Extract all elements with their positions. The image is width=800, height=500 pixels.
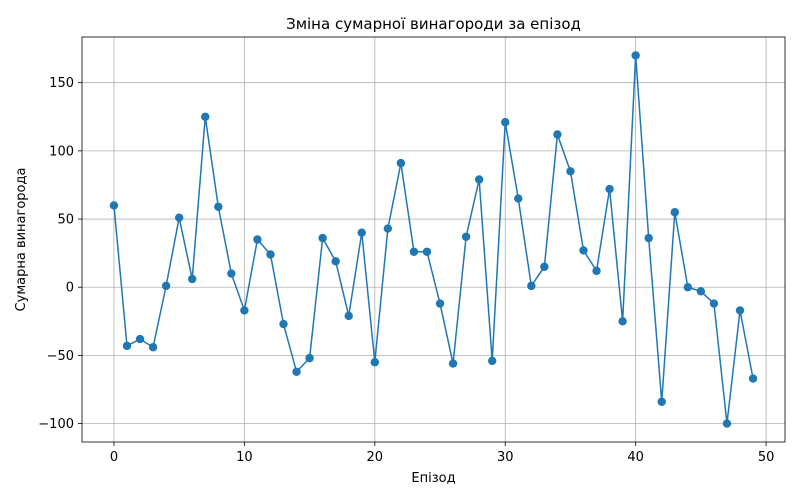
data-point	[722, 419, 732, 428]
data-point	[735, 306, 745, 315]
data-point	[696, 287, 706, 296]
data-point	[566, 167, 575, 176]
data-point	[357, 228, 366, 237]
data-point	[592, 266, 601, 276]
data-point	[266, 250, 275, 259]
data-point	[579, 246, 588, 255]
data-point	[201, 112, 210, 121]
data-point	[214, 202, 223, 211]
data-point	[318, 233, 327, 243]
y-tick-label: 50	[57, 213, 74, 228]
data-point	[683, 283, 693, 292]
data-point	[709, 299, 719, 308]
data-point	[344, 311, 353, 321]
data-point	[670, 208, 679, 217]
data-point	[148, 343, 158, 352]
data-point	[631, 51, 640, 60]
data-point	[501, 118, 510, 127]
x-tick-label: 0	[110, 450, 118, 465]
y-tick-label: 150	[49, 76, 74, 91]
data-point	[161, 281, 171, 291]
data-point	[122, 341, 132, 351]
x-tick-label: 20	[367, 450, 384, 465]
data-point	[292, 367, 301, 376]
data-point	[253, 235, 262, 244]
x-axis: 0 10 20 30 40 50	[110, 442, 775, 465]
data-point	[135, 334, 145, 344]
y-tick-label: −50	[47, 349, 74, 364]
data-point	[240, 306, 249, 315]
y-tick-label: −100	[38, 417, 74, 432]
x-axis-title: Епізод	[411, 471, 455, 486]
data-point	[396, 158, 406, 168]
series-layer	[109, 51, 758, 428]
data-point	[461, 232, 471, 241]
data-point	[605, 184, 614, 194]
data-point	[409, 247, 419, 256]
data-point	[109, 201, 119, 210]
plot-frame	[81, 36, 786, 443]
data-point	[748, 374, 758, 383]
data-point	[188, 274, 197, 284]
data-point	[383, 224, 393, 233]
data-point	[422, 247, 432, 256]
data-point	[474, 175, 484, 184]
data-point	[657, 397, 666, 406]
grid	[82, 37, 785, 442]
y-tick-label: 100	[49, 144, 74, 159]
x-tick-label: 50	[758, 450, 775, 465]
data-point	[174, 213, 184, 222]
x-tick-label: 40	[627, 450, 644, 465]
data-point	[331, 257, 340, 266]
data-point	[279, 319, 288, 329]
x-tick-label: 10	[236, 450, 253, 465]
data-point	[527, 281, 536, 291]
data-point	[553, 130, 562, 139]
data-point	[540, 262, 549, 271]
chart-title: Зміна сумарної винагороди за епізод	[286, 15, 581, 33]
x-tick-label: 30	[497, 450, 514, 465]
data-point	[514, 194, 523, 203]
data-point	[644, 233, 653, 243]
data-point	[227, 269, 236, 278]
data-point	[435, 299, 445, 308]
series-line	[113, 54, 754, 425]
y-tick-label: 0	[66, 281, 74, 296]
data-point	[305, 353, 314, 363]
data-point	[487, 356, 497, 366]
data-point	[448, 359, 458, 368]
y-axis: −100 −50 0 50 100 150	[38, 76, 82, 432]
data-point	[370, 358, 380, 367]
data-point	[618, 317, 627, 326]
y-axis-title: Сумарна винагорода	[14, 168, 29, 312]
